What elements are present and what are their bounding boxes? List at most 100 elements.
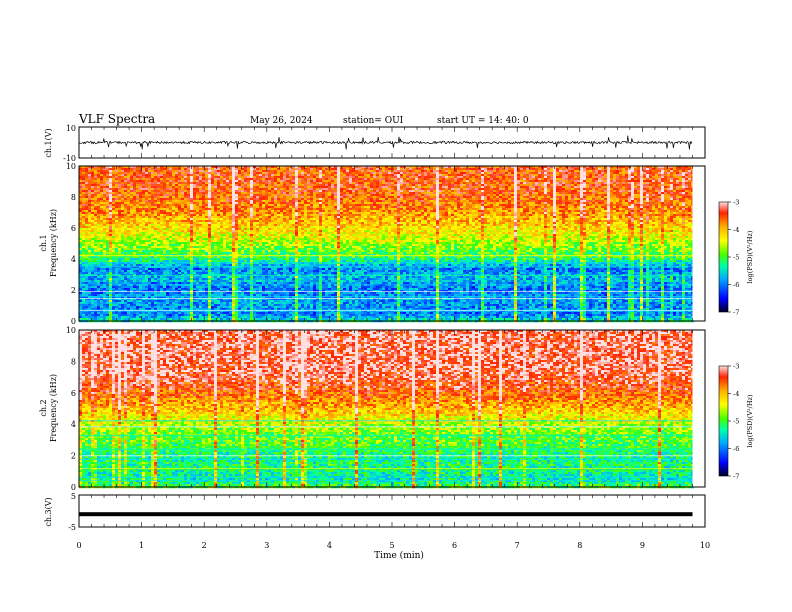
ch1-spec-cell [88, 196, 91, 198]
ch1-spec-cell [181, 268, 184, 270]
ch1-spec-cell [160, 258, 163, 260]
ch1-spec-cell [208, 192, 211, 194]
ch1-spec-cell [187, 212, 190, 214]
ch1-spec-cell [163, 228, 166, 230]
ch1-spec-cell [229, 194, 232, 196]
ch1-spec-cell [151, 270, 154, 272]
ch1-spec-cell [142, 200, 145, 202]
ch1-spec-cell [226, 184, 229, 186]
ch1-spec-cell [85, 210, 88, 212]
ch1-spec-cell [235, 304, 238, 306]
ch1-spec-cell [106, 212, 109, 214]
ch1-spec-cell [238, 220, 241, 222]
ch1-spec-cell [148, 244, 151, 246]
ch1-spec-cell [229, 282, 232, 284]
ch1-spec-cell [97, 270, 100, 272]
ch1-spec-cell [172, 282, 175, 284]
ch1-spec-cell [211, 294, 214, 296]
ch1-spec-cell [211, 196, 214, 198]
ch1-spec-cell [124, 264, 127, 266]
ch1-spec-cell [226, 208, 229, 210]
ch1-spec-cell [166, 282, 169, 284]
ch1-spec-cell [139, 228, 142, 230]
ch1-spec-cell [148, 272, 151, 274]
ch1-spec-cell [127, 314, 130, 316]
ch1-spec-cell [196, 226, 199, 228]
ch1-spec-cell [199, 210, 202, 212]
ch1-spec-cell [223, 182, 226, 184]
ch1-spec-cell [145, 288, 148, 290]
ch1-spec-cell [187, 238, 190, 240]
ch1-spec-cell [172, 272, 175, 274]
ch1-spec-cell [226, 168, 229, 170]
ch1-spec-cell [127, 316, 130, 318]
ch1-spec-cell [85, 242, 88, 244]
ch1-spec-cell [109, 302, 112, 304]
ch1-spec-cell [94, 244, 97, 246]
ch1-spec-cell [187, 244, 190, 246]
ch1-spec-cell [109, 202, 112, 204]
ch1-spec-cell [181, 240, 184, 242]
ch1-spec-cell [91, 272, 94, 274]
ch1-spec-cell [118, 234, 121, 236]
ch1-spec-cell [148, 180, 151, 182]
ch1-spec-cell [226, 218, 229, 220]
ch1-spec-cell [109, 230, 112, 232]
ch1-spec-cell [160, 250, 163, 252]
ch1-spec-cell [193, 212, 196, 214]
ch1-spec-cell [208, 244, 211, 246]
ch1-spec-cell [172, 318, 175, 320]
ch1-spec-cell [157, 178, 160, 180]
ch1-spec-cell [172, 190, 175, 192]
ch1-spec-cell [139, 260, 142, 262]
ch1-spec-cell [112, 242, 115, 244]
ch1-spec-cell [220, 180, 223, 182]
ch1-spec-cell [127, 184, 130, 186]
ch1-spec-cell [214, 282, 217, 284]
ch1-spec-cell [184, 276, 187, 278]
ch1-spec-cell [226, 176, 229, 178]
ch1-spec-cell [202, 176, 205, 178]
ch1-spec-cell [178, 318, 181, 320]
ch1-spec-cell [169, 302, 172, 304]
ch1-spec-cell [193, 272, 196, 274]
ch1-spec-cell [127, 214, 130, 216]
ch1-spec-cell [205, 180, 208, 182]
ch1-spec-cell [241, 198, 244, 200]
ch1-spec-cell [115, 192, 118, 194]
ch1-spec-cell [178, 172, 181, 174]
ch1-spec-cell [133, 304, 136, 306]
ch1-spec-cell [103, 232, 106, 234]
ch1-spec-cell [175, 258, 178, 260]
ch1-spec-cell [139, 220, 142, 222]
ch1-spec-cell [241, 230, 244, 232]
ch1-spec-cell [154, 240, 157, 242]
ch1-spec-cell [160, 234, 163, 236]
ch1-spec-cell [142, 230, 145, 232]
ch1-spec-cell [133, 168, 136, 170]
ch1-spec-cell [103, 316, 106, 318]
ch1-spec-cell [202, 278, 205, 280]
ch1-spec-cell [112, 188, 115, 190]
ch1-spec-cell [175, 222, 178, 224]
ch1-spec-cell [169, 238, 172, 240]
ch1-spec-cell [196, 212, 199, 214]
ch1-spec-cell [220, 220, 223, 222]
ch1-spec-cell [133, 300, 136, 302]
ch1-spec-cell [91, 232, 94, 234]
ch1-spec-cell [142, 318, 145, 320]
ch1-spec-cell [220, 246, 223, 248]
ch1-spec-cell [190, 176, 193, 178]
ch1-spec-cell [160, 230, 163, 232]
ch1-spec-cell [160, 220, 163, 222]
ch1-spec-cell [88, 250, 91, 252]
ch1-spec-cell [166, 278, 169, 280]
ch1-spec-cell [166, 234, 169, 236]
ch1-spec-cell [184, 210, 187, 212]
ch1-spec-cell [205, 240, 208, 242]
ch1-spec-cell [97, 190, 100, 192]
ch1-spec-cell [229, 224, 232, 226]
ch1-spec-cell [100, 194, 103, 196]
ch1-spec-cell [103, 252, 106, 254]
